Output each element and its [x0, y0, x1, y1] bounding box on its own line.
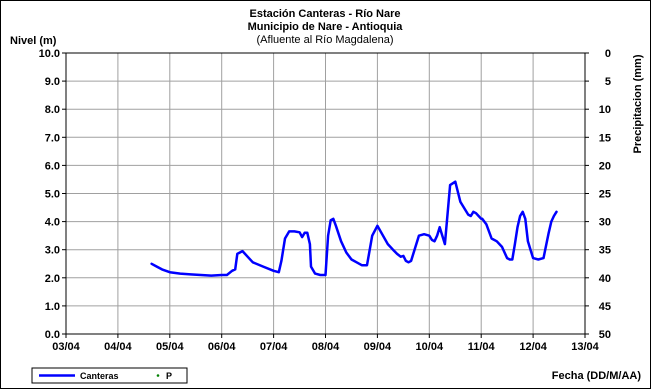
series [150, 180, 558, 277]
chart-title-line-1: Estación Canteras - Río Nare [250, 8, 401, 20]
x-tick-label: 13/04 [571, 341, 599, 353]
x-tick-label: 09/04 [364, 341, 392, 353]
y-left-tick-label: 10.0 [39, 48, 60, 60]
y-left-tick-label: 2.0 [45, 273, 60, 285]
y-left-tick-label: 6.0 [45, 160, 60, 172]
y-left-tick-label: 4.0 [45, 217, 60, 229]
y-right-tick-label: 5 [605, 76, 611, 88]
chart-title-line-2: Municipio de Nare - Antioquia [248, 21, 404, 33]
y-left-axis-title: Nivel (m) [10, 35, 57, 47]
chart-subtitle: (Afluente al Río Magdalena) [257, 34, 394, 46]
y-left-tick-label: 8.0 [45, 104, 60, 116]
y-right-axis-title: Precipitacion (mm) [632, 54, 644, 153]
legend-label-p: P [166, 371, 172, 381]
y-right-tick-label: 20 [599, 160, 611, 172]
y-right-tick-label: 30 [599, 217, 611, 229]
x-axis-title: Fecha (DD/M/AA) [552, 370, 642, 382]
x-tick-label: 11/04 [468, 341, 496, 353]
y-left-tick-label: 3.0 [45, 245, 60, 257]
series-line-canteras [150, 180, 558, 277]
x-tick-label: 08/04 [312, 341, 340, 353]
y-right-tick-label: 25 [599, 189, 611, 201]
y-left-tick-label: 5.0 [45, 189, 60, 201]
legend-label-canteras: Canteras [80, 371, 119, 381]
x-tick-label: 06/04 [208, 341, 236, 353]
x-tick-label: 10/04 [416, 341, 444, 353]
y-right-tick-label: 15 [599, 132, 611, 144]
y-right-tick-label: 0 [605, 48, 611, 60]
y-left-tick-label: 1.0 [45, 301, 60, 313]
x-tick-label: 07/04 [260, 341, 288, 353]
y-right-tick-label: 40 [599, 273, 611, 285]
x-tick-label: 12/04 [519, 341, 547, 353]
legend-swatch-p [156, 374, 160, 377]
y-right-tick-label: 35 [599, 245, 611, 257]
x-tick-label: 05/04 [156, 341, 184, 353]
x-tick-label: 04/04 [104, 341, 132, 353]
axes: 0.0 1.0 2.0 3.0 4.0 5.0 6.0 7.0 8.0 9.0 10.0 0 5 10 15… [39, 48, 611, 353]
y-right-tick-label: 45 [599, 301, 611, 313]
y-right-tick-label: 50 [599, 329, 611, 341]
y-left-tick-label: 9.0 [45, 76, 60, 88]
legend-box [31, 367, 188, 384]
grid [66, 53, 585, 334]
x-tick-label: 03/04 [52, 341, 80, 353]
y-right-tick-label: 10 [599, 104, 611, 116]
legend: Canteras P [31, 367, 188, 384]
y-left-tick-label: 0.0 [45, 329, 60, 341]
y-left-tick-label: 7.0 [45, 132, 60, 144]
